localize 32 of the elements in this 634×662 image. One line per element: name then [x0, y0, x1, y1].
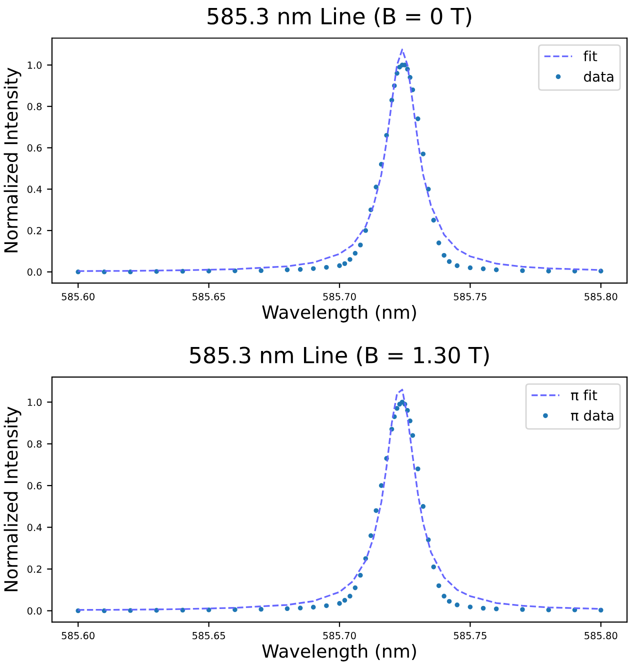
legend-label: fit	[584, 50, 598, 62]
chart-title: 585.3 nm Line (B = 1.30 T)	[190, 346, 489, 366]
x-tick-label: 585.60	[62, 632, 94, 640]
legend-label: π fit	[570, 390, 598, 400]
y-axis-title: Normalized Intensity	[4, 68, 22, 252]
legend-label: π data	[570, 410, 614, 421]
x-axis-title: Wavelength (nm)	[262, 644, 416, 662]
y-tick-label: 0.6	[27, 482, 42, 490]
y-tick-label: 1.0	[28, 398, 42, 406]
x-tick-label: 585.75	[454, 632, 486, 640]
y-tick-label: 0.6	[27, 144, 42, 152]
legend-label: data	[584, 71, 614, 82]
y-axis-title: Normalized Intensity	[4, 406, 22, 592]
x-axis-title: Wavelength (nm)	[262, 304, 416, 322]
x-tick-label: 585.65	[192, 632, 225, 640]
y-tick-label: 0.0	[27, 268, 42, 276]
y-tick-label: 0.4	[27, 186, 42, 193]
y-tick-label: 0.8	[27, 102, 42, 110]
y-tick-label: 0.2	[27, 227, 42, 234]
y-tick-label: 0.2	[27, 566, 42, 573]
x-tick-label: 585.70	[323, 292, 356, 300]
x-tick-label: 585.60	[62, 292, 94, 300]
chart-title: 585.3 nm Line (B = 0 T)	[208, 7, 472, 28]
x-tick-label: 585.80	[584, 632, 618, 640]
x-tick-label: 585.75	[454, 292, 486, 300]
y-tick-label: 1.0	[28, 62, 42, 69]
x-tick-label: 585.65	[192, 292, 225, 300]
y-tick-label: 0.0	[27, 607, 42, 615]
x-tick-label: 585.70	[323, 632, 356, 640]
y-tick-label: 0.8	[27, 440, 42, 448]
y-tick-label: 0.4	[27, 524, 42, 532]
x-tick-label: 585.80	[584, 292, 618, 300]
